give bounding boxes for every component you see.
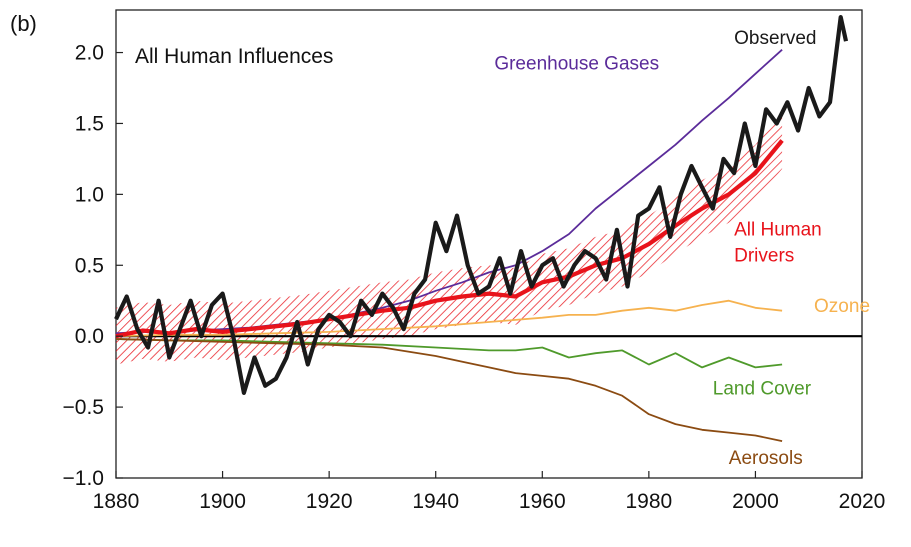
panel-label: (b) <box>10 11 37 36</box>
y-tick-label: 0.0 <box>75 325 104 348</box>
ozone-label: Ozone <box>814 296 870 317</box>
series-lines <box>114 15 849 442</box>
x-tick-label: 2020 <box>839 490 886 513</box>
observed-label: Observed <box>734 28 816 49</box>
y-tick-label: 1.5 <box>75 112 104 135</box>
x-tick-label: 1900 <box>199 490 246 513</box>
uncertainty-band <box>116 112 783 365</box>
x-tick-label: 1920 <box>306 490 353 513</box>
x-tick-label: 1940 <box>412 490 459 513</box>
ozone-line <box>115 299 783 338</box>
greenhouse-gases-label: Greenhouse Gases <box>494 54 659 75</box>
y-tick-label: −1.0 <box>63 467 104 490</box>
aerosols-label: Aerosols <box>729 448 803 469</box>
all-human-drivers-band <box>116 112 783 365</box>
greenhouse-gases-line <box>115 49 783 335</box>
observed-line <box>114 15 849 395</box>
x-tick-label: 2000 <box>732 490 779 513</box>
y-tick-label: 1.0 <box>75 183 104 206</box>
y-tick-label: 2.0 <box>75 42 104 65</box>
x-tick-label: 1960 <box>519 490 566 513</box>
x-axis: 1880 1900 1920 1940 1960 1980 2000 2020 <box>93 471 886 513</box>
land-cover-line <box>115 338 783 369</box>
x-tick-label: 1880 <box>93 490 140 513</box>
all-human-drivers-label: Drivers <box>734 245 794 266</box>
y-tick-label: 0.5 <box>75 254 104 277</box>
all-human-drivers-label: All Human <box>734 219 822 240</box>
aerosols-line <box>115 338 783 442</box>
x-tick-label: 1980 <box>625 490 672 513</box>
y-tick-label: −0.5 <box>63 396 104 419</box>
series-labels: Greenhouse Gases Ozone Land Cover Aerosols A… <box>494 28 870 469</box>
chart-title: All Human Influences <box>135 45 333 68</box>
land-cover-label: Land Cover <box>713 378 812 399</box>
plot-frame <box>115 9 863 479</box>
y-axis: −1.0 −0.5 0.0 0.5 1.0 1.5 2.0 <box>63 42 123 490</box>
